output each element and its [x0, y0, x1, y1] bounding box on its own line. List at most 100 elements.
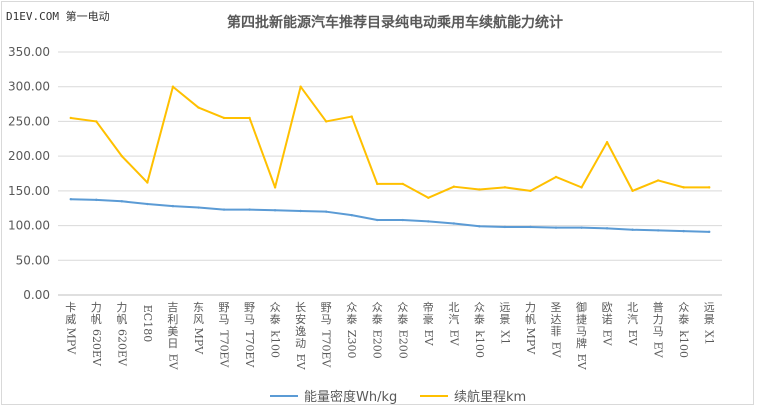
data-point — [248, 208, 251, 211]
data-point — [656, 229, 660, 232]
x-tick-label: 御捷马牌 — [576, 300, 587, 350]
data-point — [299, 209, 302, 213]
data-point — [478, 225, 481, 228]
data-point — [503, 225, 507, 229]
data-point — [427, 196, 430, 199]
x-tick-label-part: MPV — [64, 328, 77, 356]
series-line-1 — [70, 198, 710, 233]
x-tick-label-part: EV — [652, 342, 665, 359]
y-tick-label: 50.00 — [16, 253, 50, 267]
data-point — [452, 185, 456, 188]
watermark: D1EV.COM 第一电动 — [6, 10, 110, 23]
y-tick-label: 350.00 — [8, 45, 50, 59]
chart-frame — [1, 1, 754, 405]
data-point — [273, 186, 277, 189]
x-tick-label-part: k100 — [677, 330, 690, 358]
data-point — [580, 186, 583, 189]
x-tick-label-part: k100 — [269, 330, 282, 358]
data-point — [222, 116, 226, 120]
data-point — [171, 204, 175, 208]
data-point — [324, 120, 328, 123]
chart-title: 第四批新能源汽车推荐目录纯电动乘用车续航能力统计 — [227, 14, 563, 31]
data-point — [95, 120, 98, 123]
x-tick-label: 欧诺 — [602, 301, 613, 326]
data-point — [69, 197, 72, 201]
data-point — [222, 208, 226, 211]
series-layer — [69, 85, 711, 234]
x-tick-label-part: EV — [320, 351, 333, 368]
x-tick-label: 众泰 — [474, 301, 485, 326]
x-tick-label-part: EV — [626, 330, 639, 347]
x-tick-label: 帝豪 — [423, 300, 434, 326]
x-tick-label: 众泰 — [678, 301, 689, 326]
data-point — [605, 141, 609, 144]
x-tick-label: 力帆 — [525, 301, 536, 326]
data-point — [401, 182, 404, 186]
data-point — [120, 200, 124, 203]
data-point — [427, 220, 430, 223]
x-tick-label: 力帆 — [91, 301, 102, 326]
x-tick-label: 吉利美日 — [167, 301, 178, 350]
y-tick-label: 0.00 — [23, 288, 50, 302]
data-point — [682, 229, 685, 233]
x-tick-label: 野马 — [244, 301, 255, 326]
x-tick-label-part: k100 — [473, 330, 486, 358]
x-tick-label-part: EV — [243, 351, 256, 368]
x-tick-label: 圣达菲 — [551, 301, 562, 338]
data-point — [631, 189, 634, 193]
x-tick-label-part: EV — [422, 330, 435, 347]
x-tick-label: 北汽 — [627, 301, 638, 326]
data-point — [95, 198, 98, 202]
x-tick-label: 长安逸动 — [295, 301, 306, 350]
y-tick-label: 300.00 — [8, 80, 50, 94]
data-point — [171, 85, 175, 88]
data-point — [708, 186, 711, 189]
data-point — [580, 226, 583, 229]
data-point — [708, 230, 711, 234]
x-tick-label-part: EV — [218, 351, 231, 368]
data-point — [529, 189, 532, 193]
data-point — [478, 188, 481, 191]
data-point — [554, 226, 558, 229]
series-line-2 — [70, 85, 710, 199]
data-point — [273, 209, 277, 212]
data-point — [631, 228, 634, 231]
x-tick-label: 远景 — [704, 301, 715, 326]
x-tick-label-part: EV — [575, 354, 588, 371]
data-point — [656, 179, 660, 182]
x-tick-label-part: Z300 — [345, 330, 358, 359]
data-point — [197, 106, 200, 109]
x-tick-label-part: EV — [447, 330, 460, 347]
y-tick-label: 100.00 — [8, 219, 50, 233]
x-tick-label-part: X1 — [498, 330, 511, 345]
data-point — [299, 85, 302, 88]
x-tick-label: 北汽 — [448, 301, 459, 326]
x-axis: 卡威 MPV 力帆 620EV 力帆 620EV EC180 吉利美日 EV 东风 MPV 野马 T70… — [64, 300, 715, 371]
x-tick-label-part: 620EV — [115, 329, 128, 367]
data-point — [197, 206, 200, 209]
x-tick-label: 东风 — [193, 301, 204, 326]
x-tick-label-part: T70 — [243, 330, 256, 351]
legend-label: 能量密度Wh/kg — [304, 389, 397, 405]
gridlines — [58, 51, 722, 296]
x-tick-label-part: X1 — [703, 330, 716, 345]
data-point — [324, 210, 328, 213]
data-point — [248, 116, 251, 120]
data-point — [350, 213, 353, 217]
data-point — [529, 225, 532, 229]
x-tick-label-part: 620EV — [90, 329, 103, 367]
x-tick-label-part: EV — [166, 354, 179, 371]
data-point — [120, 154, 124, 158]
y-tick-label: 250.00 — [8, 114, 50, 128]
data-point — [376, 182, 379, 186]
data-point — [376, 218, 379, 222]
data-point — [146, 202, 149, 206]
data-point — [452, 222, 456, 225]
x-tick-label-part: EV — [294, 354, 307, 371]
x-tick-label-part: T70 — [320, 330, 333, 351]
y-tick-label: 200.00 — [8, 149, 50, 163]
legend: 能量密度Wh/kg 续航里程km — [270, 389, 526, 405]
data-point — [401, 218, 404, 222]
x-tick-label: 众泰 — [397, 301, 408, 326]
x-tick-label: 众泰 — [270, 301, 281, 326]
